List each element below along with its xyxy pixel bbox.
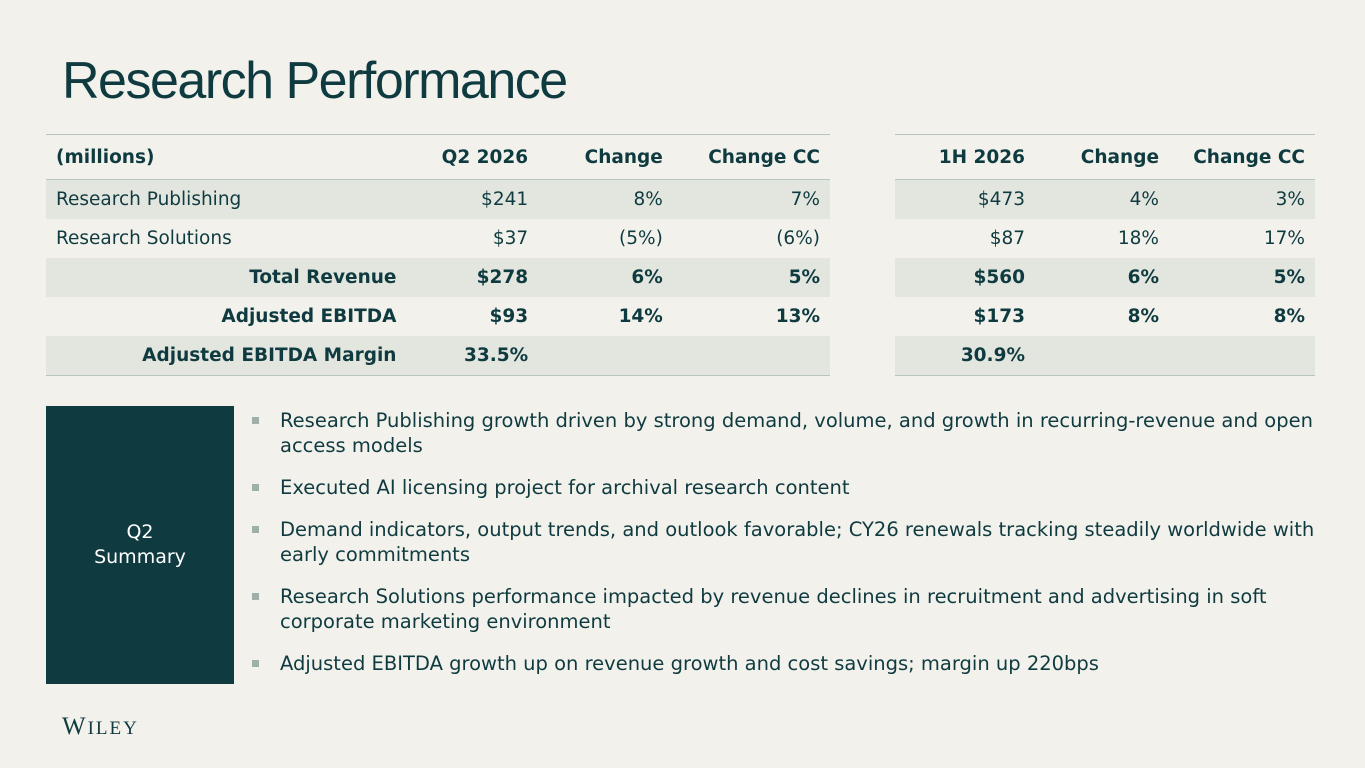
header-millions: (millions) bbox=[46, 134, 397, 180]
page-title: Research Performance bbox=[62, 52, 568, 110]
table-row: Research Solutions $37 (5%) (6%) bbox=[46, 219, 830, 258]
summary-label-line1: Q2 bbox=[126, 521, 154, 543]
square-bullet-icon bbox=[252, 593, 259, 600]
cell-change-cc bbox=[1159, 336, 1315, 376]
square-bullet-icon bbox=[252, 417, 259, 424]
cell-value: $473 bbox=[895, 179, 1025, 219]
cell-change: 18% bbox=[1117, 228, 1159, 249]
header-change: Change bbox=[1025, 134, 1159, 180]
list-item: Demand indicators, output trends, and ou… bbox=[252, 517, 1322, 567]
cell-value: $278 bbox=[396, 258, 529, 297]
square-bullet-icon bbox=[252, 526, 259, 533]
row-label: Research Solutions bbox=[56, 228, 232, 249]
cell-change: 8% bbox=[1127, 306, 1159, 327]
summary-bullet-list: Research Publishing growth driven by str… bbox=[252, 408, 1322, 693]
square-bullet-icon bbox=[252, 484, 259, 491]
table-row: $173 8% 8% bbox=[895, 297, 1315, 336]
row-label: Adjusted EBITDA Margin bbox=[46, 336, 397, 376]
cell-change bbox=[1025, 336, 1159, 376]
bullet-text: Research Solutions performance impacted … bbox=[280, 585, 1267, 633]
list-item: Research Publishing growth driven by str… bbox=[252, 408, 1322, 458]
wiley-logo: WILEY bbox=[62, 713, 139, 741]
row-label: Research Publishing bbox=[46, 179, 397, 219]
cell-change: 14% bbox=[618, 306, 663, 327]
table-row: $560 6% 5% bbox=[895, 258, 1315, 297]
h1-results-table: 1H 2026 Change Change CC $473 4% 3% $87 … bbox=[895, 134, 1315, 376]
bullet-text: Executed AI licensing project for archiv… bbox=[280, 476, 850, 499]
header-change-cc: Change CC bbox=[662, 134, 830, 180]
table-row: $87 18% 17% bbox=[895, 219, 1315, 258]
cell-value: $37 bbox=[492, 228, 529, 249]
list-item: Executed AI licensing project for archiv… bbox=[252, 475, 1322, 500]
table-row: $473 4% 3% bbox=[895, 179, 1315, 219]
cell-change: 6% bbox=[528, 258, 663, 297]
logo-rest: ILEY bbox=[87, 718, 139, 739]
header-1h-2026: 1H 2026 bbox=[895, 134, 1025, 180]
cell-change-cc: 5% bbox=[662, 258, 830, 297]
cell-change bbox=[528, 336, 663, 376]
cell-value: $93 bbox=[489, 306, 529, 327]
cell-change: 4% bbox=[1025, 179, 1159, 219]
cell-change-cc: 7% bbox=[662, 179, 830, 219]
table-row: Adjusted EBITDA Margin 33.5% bbox=[46, 336, 830, 376]
cell-change: (5%) bbox=[619, 228, 663, 249]
list-item: Adjusted EBITDA growth up on revenue gro… bbox=[252, 651, 1322, 676]
list-item: Research Solutions performance impacted … bbox=[252, 584, 1322, 634]
row-label: Adjusted EBITDA bbox=[221, 306, 397, 327]
cell-value: $560 bbox=[895, 258, 1025, 297]
table-row: Research Publishing $241 8% 7% bbox=[46, 179, 830, 219]
cell-change-cc: 17% bbox=[1263, 228, 1305, 249]
logo-initial: W bbox=[62, 713, 88, 740]
row-label: Total Revenue bbox=[46, 258, 397, 297]
table-row: 30.9% bbox=[895, 336, 1315, 376]
square-bullet-icon bbox=[252, 660, 259, 667]
table-header-row: (millions) Q2 2026 Change Change CC bbox=[46, 134, 830, 180]
cell-value: 33.5% bbox=[396, 336, 529, 376]
cell-value: $87 bbox=[989, 228, 1025, 249]
cell-change-cc: 13% bbox=[775, 306, 820, 327]
cell-value: 30.9% bbox=[895, 336, 1025, 376]
q2-results-table: (millions) Q2 2026 Change Change CC Rese… bbox=[46, 134, 830, 376]
q2-summary-label-box: Q2 Summary bbox=[46, 406, 234, 684]
header-change-cc: Change CC bbox=[1159, 134, 1315, 180]
cell-change-cc: 8% bbox=[1273, 306, 1305, 327]
cell-change-cc: 3% bbox=[1159, 179, 1315, 219]
cell-change: 6% bbox=[1025, 258, 1159, 297]
table-row: Total Revenue $278 6% 5% bbox=[46, 258, 830, 297]
table-header-row: 1H 2026 Change Change CC bbox=[895, 134, 1315, 180]
summary-label-line2: Summary bbox=[94, 546, 186, 568]
cell-change: 8% bbox=[528, 179, 663, 219]
bullet-text: Research Publishing growth driven by str… bbox=[280, 409, 1313, 457]
cell-value: $173 bbox=[973, 306, 1026, 327]
header-change: Change bbox=[528, 134, 663, 180]
cell-change-cc bbox=[662, 336, 830, 376]
bullet-text: Adjusted EBITDA growth up on revenue gro… bbox=[280, 652, 1099, 675]
cell-change-cc: 5% bbox=[1159, 258, 1315, 297]
cell-value: $241 bbox=[396, 179, 529, 219]
cell-change-cc: (6%) bbox=[776, 228, 820, 249]
header-q2-2026: Q2 2026 bbox=[396, 134, 529, 180]
bullet-text: Demand indicators, output trends, and ou… bbox=[280, 518, 1315, 566]
table-row: Adjusted EBITDA $93 14% 13% bbox=[46, 297, 830, 336]
